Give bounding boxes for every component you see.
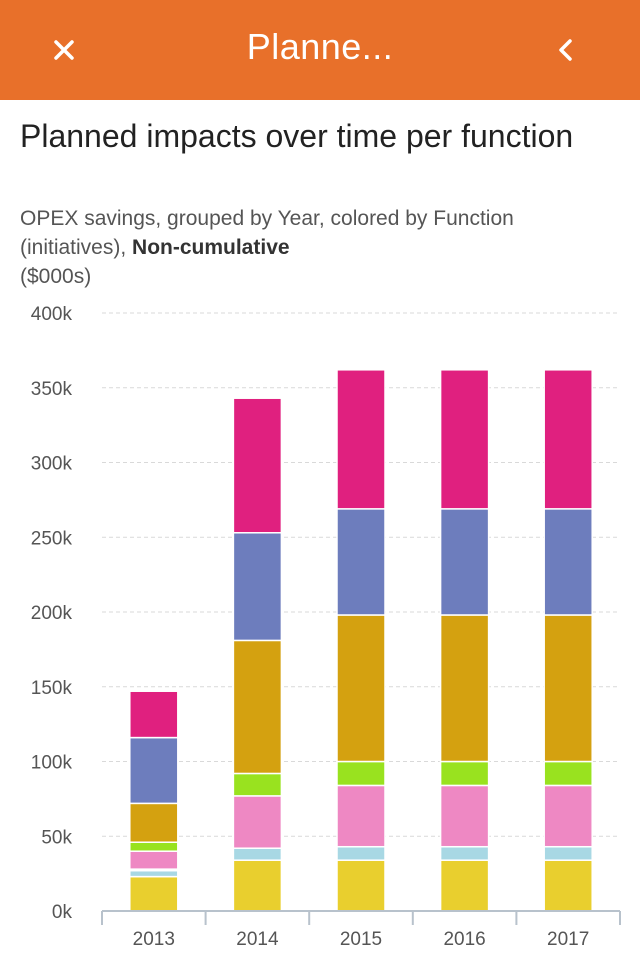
y-tick-label: 0k	[52, 902, 73, 923]
bar-segment	[439, 369, 490, 510]
bar-segment	[439, 760, 490, 787]
bar-segment	[336, 784, 386, 848]
y-tick-label: 250k	[31, 528, 73, 549]
bar-segment	[543, 760, 593, 787]
top-app-bar: Planne...	[0, 0, 640, 100]
bar-segment	[543, 784, 593, 848]
close-icon	[54, 40, 74, 60]
bar-segment	[232, 795, 283, 849]
y-tick-label: 50k	[41, 827, 72, 848]
bar-segment	[543, 369, 593, 510]
header-title: Planne...	[246, 26, 394, 67]
chevron-left-icon	[559, 39, 572, 61]
bar-segment	[439, 614, 490, 763]
bar-segment	[543, 614, 593, 763]
y-tick-label: 200k	[31, 603, 73, 624]
bar-segment	[232, 397, 283, 534]
bar-segment	[336, 859, 386, 912]
bar-segment	[129, 850, 179, 870]
close-button[interactable]	[44, 30, 84, 70]
x-tick-label: 2015	[340, 929, 382, 950]
y-tick-label: 150k	[31, 678, 73, 699]
bar-segment	[543, 508, 593, 616]
bar-segment	[129, 869, 179, 878]
bar-segment	[439, 508, 490, 616]
y-tick-label: 300k	[31, 454, 73, 475]
x-tick-label: 2013	[133, 929, 175, 950]
bar-segment	[336, 614, 386, 763]
bar-segment	[129, 875, 179, 912]
x-tick-label: 2014	[236, 929, 279, 950]
bar-segment	[232, 772, 283, 797]
back-button[interactable]	[546, 30, 586, 70]
subtitle-unit: ($000s)	[20, 265, 92, 288]
bar-segment	[232, 532, 283, 642]
bar-segment	[129, 802, 179, 843]
bar-segment	[232, 847, 283, 861]
bar-segment	[129, 841, 179, 852]
bar-segment	[439, 845, 490, 861]
y-tick-label: 350k	[31, 379, 73, 400]
bar-segment	[232, 859, 283, 912]
bar-segment	[336, 369, 386, 510]
chart-subtitle: OPEX savings, grouped by Year, colored b…	[20, 204, 620, 291]
bar-segment	[129, 736, 179, 805]
chart-title: Planned impacts over time per function	[20, 118, 574, 154]
bar-segment	[543, 859, 593, 912]
bar-segment	[232, 639, 283, 775]
x-tick-label: 2016	[443, 929, 485, 950]
x-tick-label: 2017	[547, 929, 589, 950]
bar-segment	[543, 845, 593, 861]
bar-segment	[336, 508, 386, 616]
subtitle-prefix: OPEX savings, grouped by Year, colored b…	[20, 207, 514, 259]
bar-segment	[439, 784, 490, 848]
subtitle-emphasis: Non-cumulative	[132, 236, 290, 259]
bar-segment	[439, 859, 490, 912]
y-tick-label: 100k	[31, 753, 73, 774]
y-tick-label: 400k	[31, 304, 73, 325]
bar-segment	[129, 690, 179, 739]
bar-segment	[336, 845, 386, 861]
bar-segment	[336, 760, 386, 787]
